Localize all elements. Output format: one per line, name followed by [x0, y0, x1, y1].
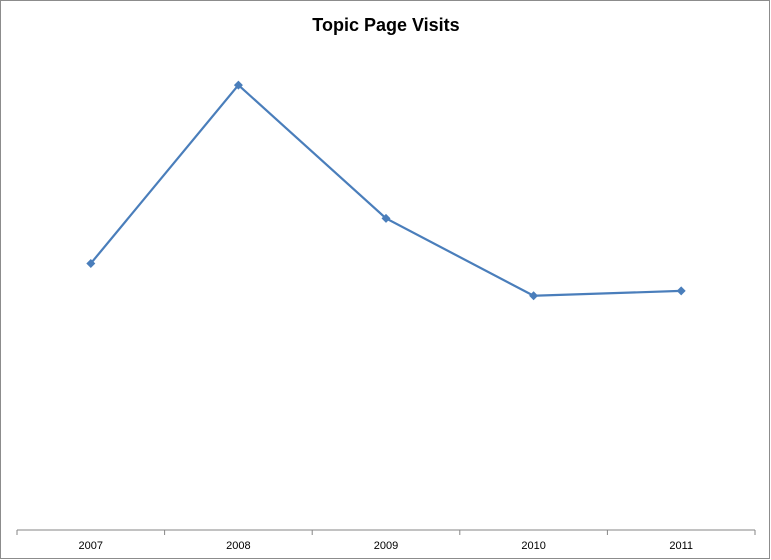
marker [86, 258, 96, 268]
chart-title: Topic Page Visits [312, 15, 459, 35]
marker [529, 291, 539, 301]
x-tick-label: 2007 [79, 540, 103, 552]
marker [676, 286, 686, 296]
x-tick-label: 2009 [374, 540, 398, 552]
marker [233, 80, 243, 90]
x-tick-label: 2008 [226, 540, 250, 552]
x-tick-label: 2010 [521, 540, 545, 552]
x-tick-label: 2011 [669, 540, 693, 552]
marker [381, 213, 391, 223]
